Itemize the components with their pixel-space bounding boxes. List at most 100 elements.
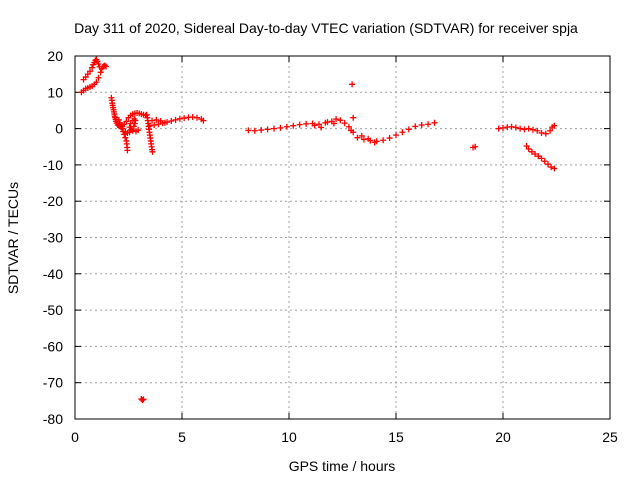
x-tick-label: 10: [281, 429, 297, 445]
data-point: [181, 115, 188, 122]
data-point: [538, 155, 545, 162]
y-tick-label: -20: [43, 193, 63, 209]
data-point: [200, 117, 207, 124]
data-point: [508, 123, 515, 130]
data-point: [151, 121, 158, 128]
data-point: [135, 127, 142, 134]
data-point: [365, 135, 372, 142]
data-point: [532, 151, 539, 158]
data-point: [118, 122, 125, 129]
x-tick-label: 25: [602, 429, 618, 445]
data-point: [542, 130, 549, 137]
data-point: [337, 117, 344, 124]
data-point: [126, 124, 133, 131]
data-point: [271, 125, 278, 132]
data-point: [350, 129, 357, 136]
data-point: [551, 165, 558, 172]
data-point: [139, 397, 146, 404]
data-point: [521, 126, 528, 133]
data-point: [157, 117, 164, 124]
data-point: [548, 164, 555, 171]
data-point: [95, 60, 102, 67]
y-tick-label: 10: [47, 84, 63, 100]
data-point: [124, 147, 131, 154]
data-point: [425, 121, 432, 128]
data-point: [517, 125, 524, 132]
data-point: [358, 132, 365, 139]
data-point: [538, 129, 545, 136]
data-point: [168, 117, 175, 124]
data-point: [176, 115, 183, 122]
data-point: [130, 123, 137, 130]
y-axis-label: SDTVAR / TECUs: [5, 182, 21, 294]
data-point: [525, 125, 532, 132]
data-point: [93, 79, 100, 86]
data-point: [129, 127, 136, 134]
data-point: [96, 63, 103, 70]
data-point: [525, 145, 532, 152]
y-tick-label: -30: [43, 230, 63, 246]
data-point: [149, 117, 156, 124]
y-tick-label: -80: [43, 411, 63, 427]
data-point: [393, 132, 399, 139]
data-point: [512, 124, 519, 131]
data-point: [386, 135, 393, 142]
y-tick-label: -60: [43, 338, 63, 354]
data-point: [412, 123, 419, 130]
data-point: [277, 124, 284, 131]
data-point: [103, 63, 110, 70]
data-point: [264, 126, 271, 133]
grid: [75, 56, 610, 419]
data-point: [345, 123, 352, 130]
data-point: [101, 62, 108, 69]
data-point: [86, 68, 93, 75]
data-point: [529, 126, 536, 133]
data-point: [123, 118, 130, 125]
data-point: [405, 126, 412, 133]
data-point: [245, 127, 252, 134]
x-tick-label: 5: [178, 429, 186, 445]
data-point: [547, 127, 554, 134]
data-point: [324, 119, 331, 126]
data-point: [535, 153, 542, 160]
axis-ticks: 0 5 10 15 20 25 20 10 0 -10 -20 -30 -40 -50 -60 -70 -80: [43, 48, 618, 445]
data-point: [296, 121, 303, 128]
data-point: [380, 137, 387, 144]
data-point: [418, 121, 425, 128]
data-point: [127, 120, 134, 127]
data-point: [399, 129, 406, 136]
data-point: [315, 121, 322, 128]
data-point: [472, 143, 479, 150]
data-point: [333, 116, 340, 123]
data-point: [89, 64, 96, 71]
x-axis-label: GPS time / hours: [289, 458, 396, 474]
data-point: [350, 114, 357, 121]
data-point: [303, 120, 310, 127]
data-point: [189, 113, 196, 120]
data-point: [311, 122, 318, 129]
data-point: [290, 122, 297, 129]
data-point: [544, 161, 551, 168]
data-point: [97, 69, 104, 76]
y-tick-label: -40: [43, 266, 63, 282]
x-tick-label: 15: [388, 429, 404, 445]
data-point: [161, 119, 168, 126]
data-point: [360, 136, 367, 143]
data-point: [354, 134, 361, 141]
chart-title: Day 311 of 2020, Sidereal Day-to-day VTE…: [74, 20, 578, 36]
data-point: [283, 123, 290, 130]
data-point: [330, 120, 337, 127]
y-tick-label: 20: [47, 48, 63, 64]
data-point: [121, 131, 128, 138]
data-point: [115, 116, 122, 123]
data-point: [155, 121, 162, 128]
data-point: [258, 127, 265, 134]
data-point: [551, 122, 558, 129]
data-point: [146, 122, 153, 129]
x-tick-label: 0: [71, 429, 79, 445]
data-point: [541, 158, 548, 165]
data-point: [149, 148, 156, 155]
y-tick-label: -50: [43, 302, 63, 318]
data-point: [116, 119, 123, 126]
